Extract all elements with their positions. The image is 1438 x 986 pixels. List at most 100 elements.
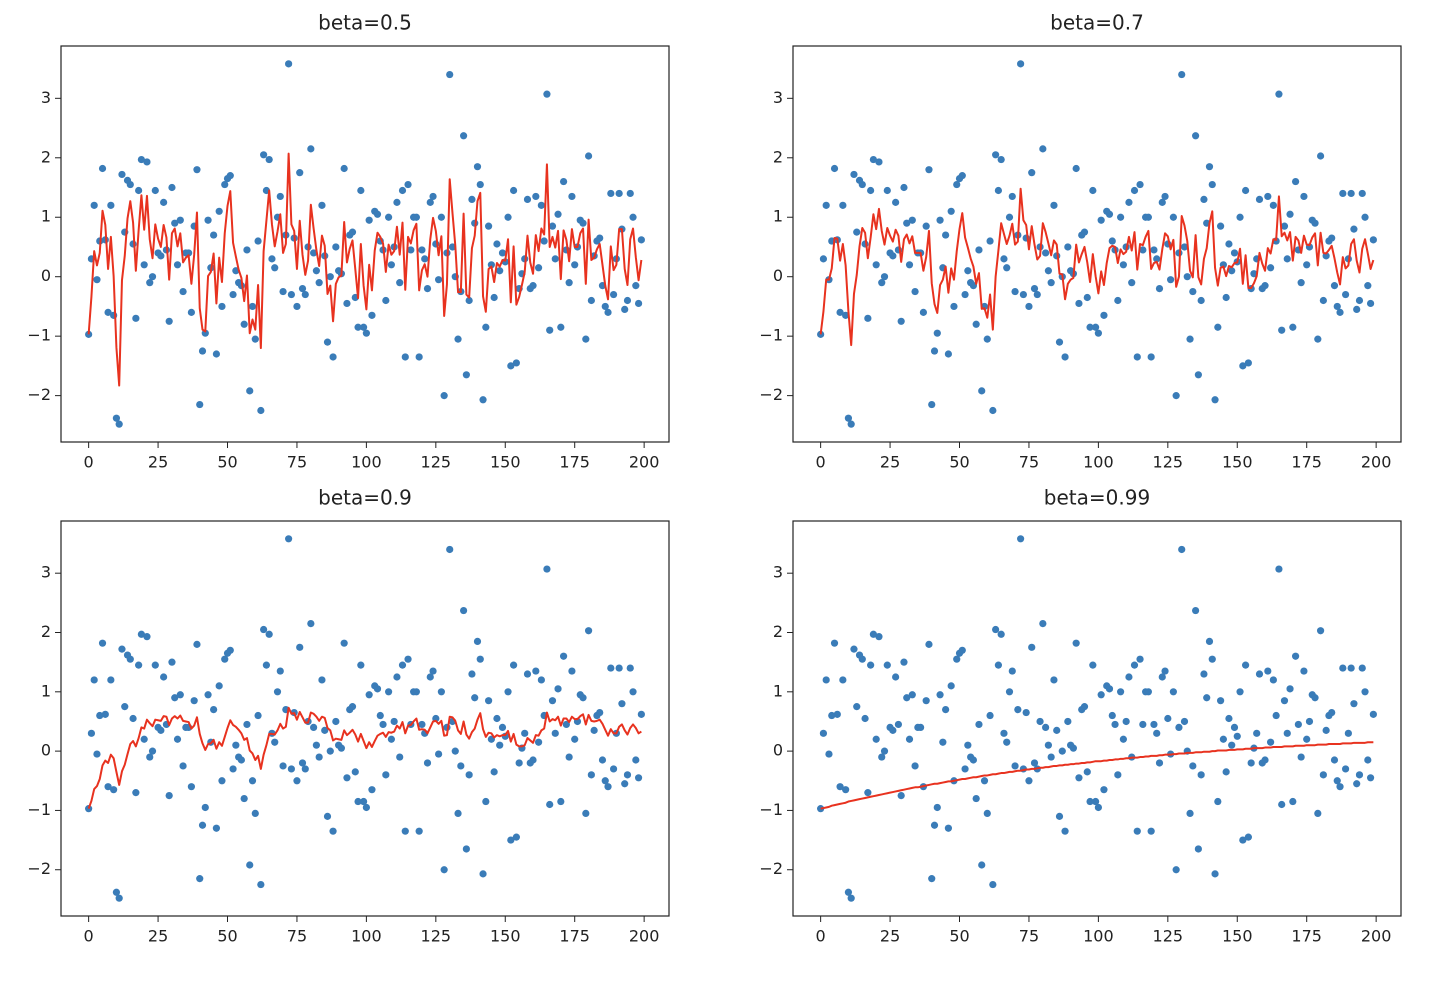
x-tick-label: 125 xyxy=(421,927,452,946)
data-point xyxy=(368,311,376,319)
data-point xyxy=(1203,694,1211,702)
data-point xyxy=(1278,800,1286,809)
data-point xyxy=(1328,234,1336,242)
data-point xyxy=(964,741,972,749)
data-point xyxy=(878,279,886,287)
x-tick-label: 200 xyxy=(629,927,660,946)
data-point xyxy=(387,261,395,269)
ema-line xyxy=(87,152,643,387)
data-point xyxy=(523,195,532,204)
data-point xyxy=(1211,396,1219,404)
data-point xyxy=(171,694,179,702)
data-point xyxy=(1361,213,1369,221)
data-point xyxy=(1316,627,1325,635)
data-point xyxy=(348,228,357,236)
data-point xyxy=(229,765,237,773)
data-point xyxy=(326,273,334,281)
data-point xyxy=(1261,282,1269,290)
data-point xyxy=(426,198,434,206)
data-point xyxy=(482,323,490,331)
y-tick-label: 0 xyxy=(41,266,51,285)
data-point xyxy=(340,164,348,173)
data-point xyxy=(96,711,104,720)
data-point xyxy=(994,661,1002,669)
data-point xyxy=(107,201,115,209)
data-point xyxy=(1075,774,1083,782)
data-point xyxy=(437,688,445,696)
y-tick-label: 3 xyxy=(773,563,783,582)
data-point xyxy=(435,750,443,758)
data-point xyxy=(1044,267,1052,275)
data-point xyxy=(523,670,532,678)
x-tick-label: 75 xyxy=(1019,927,1039,946)
y-tick-label: −2 xyxy=(759,859,783,878)
data-point xyxy=(212,350,221,358)
data-point xyxy=(1172,866,1180,874)
data-point xyxy=(412,213,420,221)
data-point xyxy=(1328,708,1336,717)
data-point xyxy=(1355,771,1364,779)
data-point xyxy=(468,195,476,204)
data-point xyxy=(323,812,332,820)
data-point xyxy=(1192,132,1200,140)
data-point xyxy=(1017,535,1025,543)
data-point xyxy=(983,809,991,817)
data-point xyxy=(626,189,634,198)
data-point xyxy=(101,710,109,718)
data-point xyxy=(265,630,273,638)
subplot: beta=0.5 0 25 50 75 100 125 150 175 200 −2 −1 0 1 2 3 xyxy=(27,11,670,472)
data-point xyxy=(1291,652,1300,660)
data-point xyxy=(1039,145,1047,153)
data-point xyxy=(1050,676,1058,684)
data-point xyxy=(819,255,828,263)
data-point xyxy=(1211,870,1219,878)
data-point xyxy=(632,282,640,290)
data-point xyxy=(260,625,268,634)
data-point xyxy=(337,744,345,752)
data-point xyxy=(490,293,498,302)
data-point xyxy=(1158,673,1166,681)
data-point xyxy=(1005,688,1014,696)
data-point xyxy=(1017,60,1025,68)
data-point xyxy=(473,637,482,645)
data-point xyxy=(157,252,165,260)
data-point xyxy=(1092,797,1100,806)
data-point xyxy=(905,735,914,743)
data-point xyxy=(1089,661,1097,669)
data-point xyxy=(1222,293,1230,302)
data-point xyxy=(129,240,137,248)
data-point xyxy=(604,308,612,316)
data-point xyxy=(198,821,207,829)
data-point xyxy=(900,658,908,666)
data-point xyxy=(360,323,368,331)
data-point xyxy=(1228,267,1236,275)
data-point xyxy=(1000,729,1008,737)
y-tick-label: −1 xyxy=(759,326,783,345)
data-point xyxy=(565,753,573,761)
data-point xyxy=(1025,302,1033,311)
data-point xyxy=(1339,664,1347,672)
data-point xyxy=(1225,240,1233,248)
data-point xyxy=(872,735,880,743)
data-point xyxy=(1355,296,1364,305)
y-tick-label: 0 xyxy=(41,741,51,760)
data-point xyxy=(1233,732,1241,740)
data-point xyxy=(1300,192,1308,201)
data-point xyxy=(193,640,201,648)
data-point xyxy=(1072,164,1080,173)
data-point xyxy=(607,189,615,198)
data-point xyxy=(880,273,889,281)
data-point xyxy=(496,267,504,275)
data-point xyxy=(1261,756,1269,764)
data-point xyxy=(629,688,637,696)
data-point xyxy=(479,870,487,878)
data-point xyxy=(529,756,537,764)
data-point xyxy=(1167,276,1175,284)
data-point xyxy=(933,803,941,812)
data-point xyxy=(629,213,637,221)
axes-frame xyxy=(60,45,670,443)
data-point xyxy=(975,720,983,729)
data-point xyxy=(365,691,373,699)
data-point xyxy=(1003,264,1011,272)
